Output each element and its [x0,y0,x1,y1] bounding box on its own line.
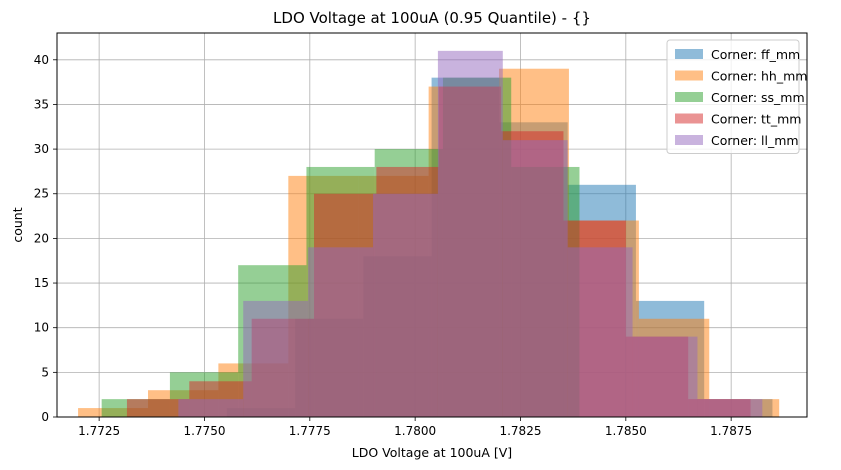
x-axis-label: LDO Voltage at 100uA [V] [352,445,512,460]
y-tick-label: 5 [41,365,49,379]
legend-swatch [675,113,703,124]
y-tick-label: 15 [34,276,49,290]
legend-label: Corner: ss_mm [711,90,805,105]
x-tick-label: 1.7775 [289,424,331,438]
x-tick-label: 1.7725 [78,424,120,438]
legend-swatch [675,49,703,59]
histogram-bar [308,247,374,417]
y-axis-ticks: 0 5 10 15 20 25 30 35 40 [34,53,57,424]
y-tick-label: 35 [34,97,49,111]
histogram-bar [437,50,503,417]
histogram-bar [243,300,309,417]
x-tick-label: 1.7750 [183,424,225,438]
histogram-bar [502,140,568,418]
legend-swatch [675,70,703,81]
histogram-bar [567,247,633,417]
y-tick-label: 10 [34,321,49,335]
histogram-bar [126,399,190,417]
y-tick-label: 20 [34,231,49,245]
x-tick-label: 1.7875 [710,424,752,438]
legend-box [666,39,800,154]
y-tick-label: 40 [34,53,49,67]
legend-label: Corner: hh_mm [711,69,807,84]
y-tick-label: 30 [34,142,49,156]
histogram-bar [178,399,244,417]
x-tick-label: 1.7850 [605,424,647,438]
legend-swatch [675,92,703,102]
y-axis-label: count [10,207,25,242]
chart-title: LDO Voltage at 100uA (0.95 Quantile) - {… [273,9,591,27]
legend-label: Corner: tt_mm [711,112,801,127]
x-axis-ticks: 1.7725 1.7750 1.7775 1.7800 1.7825 1.7850 1.78… [78,417,752,438]
axes-frame [56,32,808,418]
histogram-bar [697,399,763,417]
histogram-bar [632,336,698,417]
y-tick-label: 25 [34,187,49,201]
histogram-bar [373,193,438,417]
legend-label: Corner: ll_mm [711,133,799,148]
x-tick-label: 1.7800 [394,424,436,438]
legend: Corner: ff_mm Corner: hh_mm Corner: ss_mm C… [666,39,807,154]
x-tick-label: 1.7825 [499,424,541,438]
histogram-bars [78,50,780,418]
y-tick-label: 0 [41,410,49,424]
legend-swatch [675,135,703,145]
legend-label: Corner: ff_mm [711,47,800,62]
